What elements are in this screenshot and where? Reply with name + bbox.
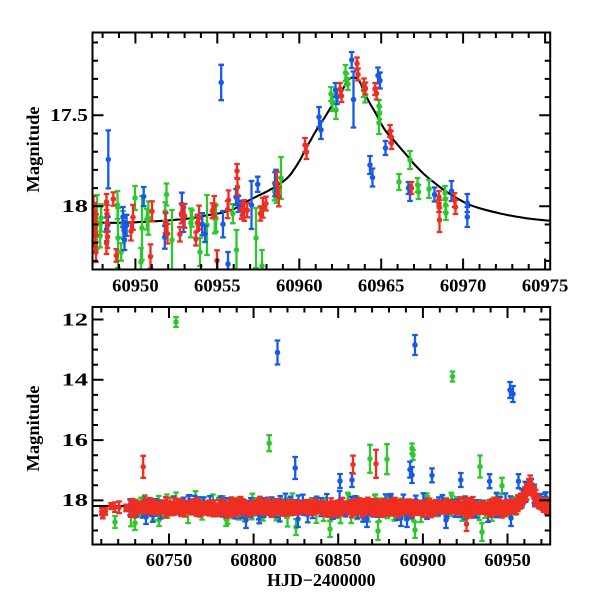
svg-text:60800: 60800 (230, 550, 277, 570)
svg-text:16: 16 (62, 430, 89, 450)
svg-text:Magnitude: Magnitude (23, 106, 43, 192)
svg-text:60950: 60950 (484, 550, 531, 570)
svg-text:18: 18 (62, 490, 89, 510)
svg-text:60975: 60975 (522, 276, 569, 296)
svg-text:60850: 60850 (315, 550, 362, 570)
svg-text:HJD−2400000: HJD−2400000 (267, 570, 376, 590)
svg-text:18: 18 (62, 196, 89, 216)
svg-text:60965: 60965 (358, 276, 405, 296)
svg-text:14: 14 (62, 370, 89, 390)
svg-text:12: 12 (62, 309, 89, 329)
svg-text:60900: 60900 (400, 550, 447, 570)
svg-text:60970: 60970 (440, 276, 487, 296)
svg-text:60950: 60950 (112, 276, 159, 296)
svg-text:17.5: 17.5 (50, 105, 88, 125)
svg-text:60750: 60750 (146, 550, 193, 570)
svg-text:Magnitude: Magnitude (23, 385, 43, 471)
svg-text:60960: 60960 (276, 276, 323, 296)
svg-text:60955: 60955 (194, 276, 241, 296)
